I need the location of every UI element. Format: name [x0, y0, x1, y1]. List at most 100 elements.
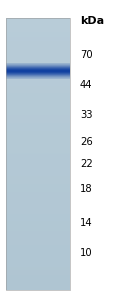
Bar — [6, 28, 70, 29]
Bar — [6, 79, 70, 80]
Bar — [6, 289, 70, 290]
Bar — [6, 221, 70, 222]
Bar — [6, 117, 70, 118]
Bar — [6, 259, 70, 260]
Bar — [6, 180, 70, 181]
Bar — [6, 81, 70, 82]
Bar — [6, 149, 70, 150]
Bar — [6, 68, 70, 70]
Bar — [6, 176, 70, 178]
Bar — [6, 280, 70, 281]
Bar — [6, 229, 70, 230]
Bar — [6, 75, 70, 76]
Bar — [6, 238, 70, 239]
Bar — [6, 215, 70, 216]
Bar — [6, 283, 70, 284]
Bar — [6, 233, 70, 234]
Bar — [6, 130, 70, 131]
Bar — [6, 33, 70, 34]
Bar — [6, 274, 70, 275]
Bar — [6, 216, 70, 217]
Bar — [6, 85, 70, 86]
Bar — [6, 99, 70, 100]
Bar — [6, 98, 70, 100]
Bar — [6, 69, 70, 71]
Bar — [6, 70, 70, 71]
Bar — [6, 121, 70, 122]
Bar — [6, 211, 70, 212]
Bar — [6, 36, 70, 37]
Bar — [6, 208, 70, 209]
Bar — [6, 182, 70, 183]
Bar — [6, 226, 70, 228]
Bar — [6, 84, 70, 85]
Bar — [6, 234, 70, 236]
Bar — [6, 45, 70, 46]
Bar — [6, 256, 70, 257]
Bar — [6, 118, 70, 119]
Bar — [6, 89, 70, 90]
Bar — [6, 267, 70, 268]
Bar — [6, 232, 70, 233]
Bar — [6, 209, 70, 210]
Bar — [6, 142, 70, 143]
Bar — [6, 198, 70, 199]
Bar — [6, 137, 70, 138]
Bar — [6, 48, 70, 49]
Bar — [6, 97, 70, 99]
Bar — [6, 266, 70, 267]
Bar — [6, 132, 70, 133]
Bar — [6, 159, 70, 160]
Bar — [6, 194, 70, 195]
Bar — [6, 270, 70, 271]
Bar — [6, 150, 70, 151]
Bar — [6, 148, 70, 150]
Bar — [6, 276, 70, 277]
Bar — [6, 287, 70, 288]
Bar — [6, 42, 70, 43]
Bar — [6, 181, 70, 182]
Bar — [6, 278, 70, 279]
Bar — [6, 144, 70, 145]
Bar — [6, 112, 70, 113]
Bar — [6, 217, 70, 218]
Bar — [6, 111, 70, 112]
Bar — [6, 196, 70, 198]
Bar — [6, 124, 70, 125]
Bar — [6, 247, 70, 248]
Bar — [6, 77, 70, 78]
Bar — [6, 160, 70, 161]
Bar — [6, 71, 70, 72]
Bar — [6, 195, 70, 196]
Bar — [6, 147, 70, 148]
Bar — [6, 164, 70, 165]
Bar — [6, 264, 70, 265]
Bar — [6, 125, 70, 126]
Bar — [6, 94, 70, 95]
Bar — [6, 80, 70, 81]
Bar — [6, 39, 70, 40]
Bar — [6, 283, 70, 285]
Bar — [6, 158, 70, 159]
Bar — [6, 32, 70, 33]
Bar — [6, 205, 70, 206]
Bar — [6, 285, 70, 286]
Bar — [6, 213, 70, 214]
Bar — [6, 52, 70, 53]
Bar — [6, 170, 70, 171]
Bar — [6, 51, 70, 52]
Bar — [6, 114, 70, 115]
Bar — [6, 154, 70, 155]
Bar — [6, 240, 70, 241]
Bar — [6, 220, 70, 221]
Bar — [6, 212, 70, 213]
Bar — [6, 201, 70, 202]
Bar — [6, 262, 70, 263]
Bar — [6, 257, 70, 258]
Bar — [6, 254, 70, 256]
Bar — [6, 120, 70, 121]
Bar — [6, 271, 70, 272]
Bar — [6, 128, 70, 129]
Bar — [6, 87, 70, 88]
Bar — [6, 253, 70, 254]
